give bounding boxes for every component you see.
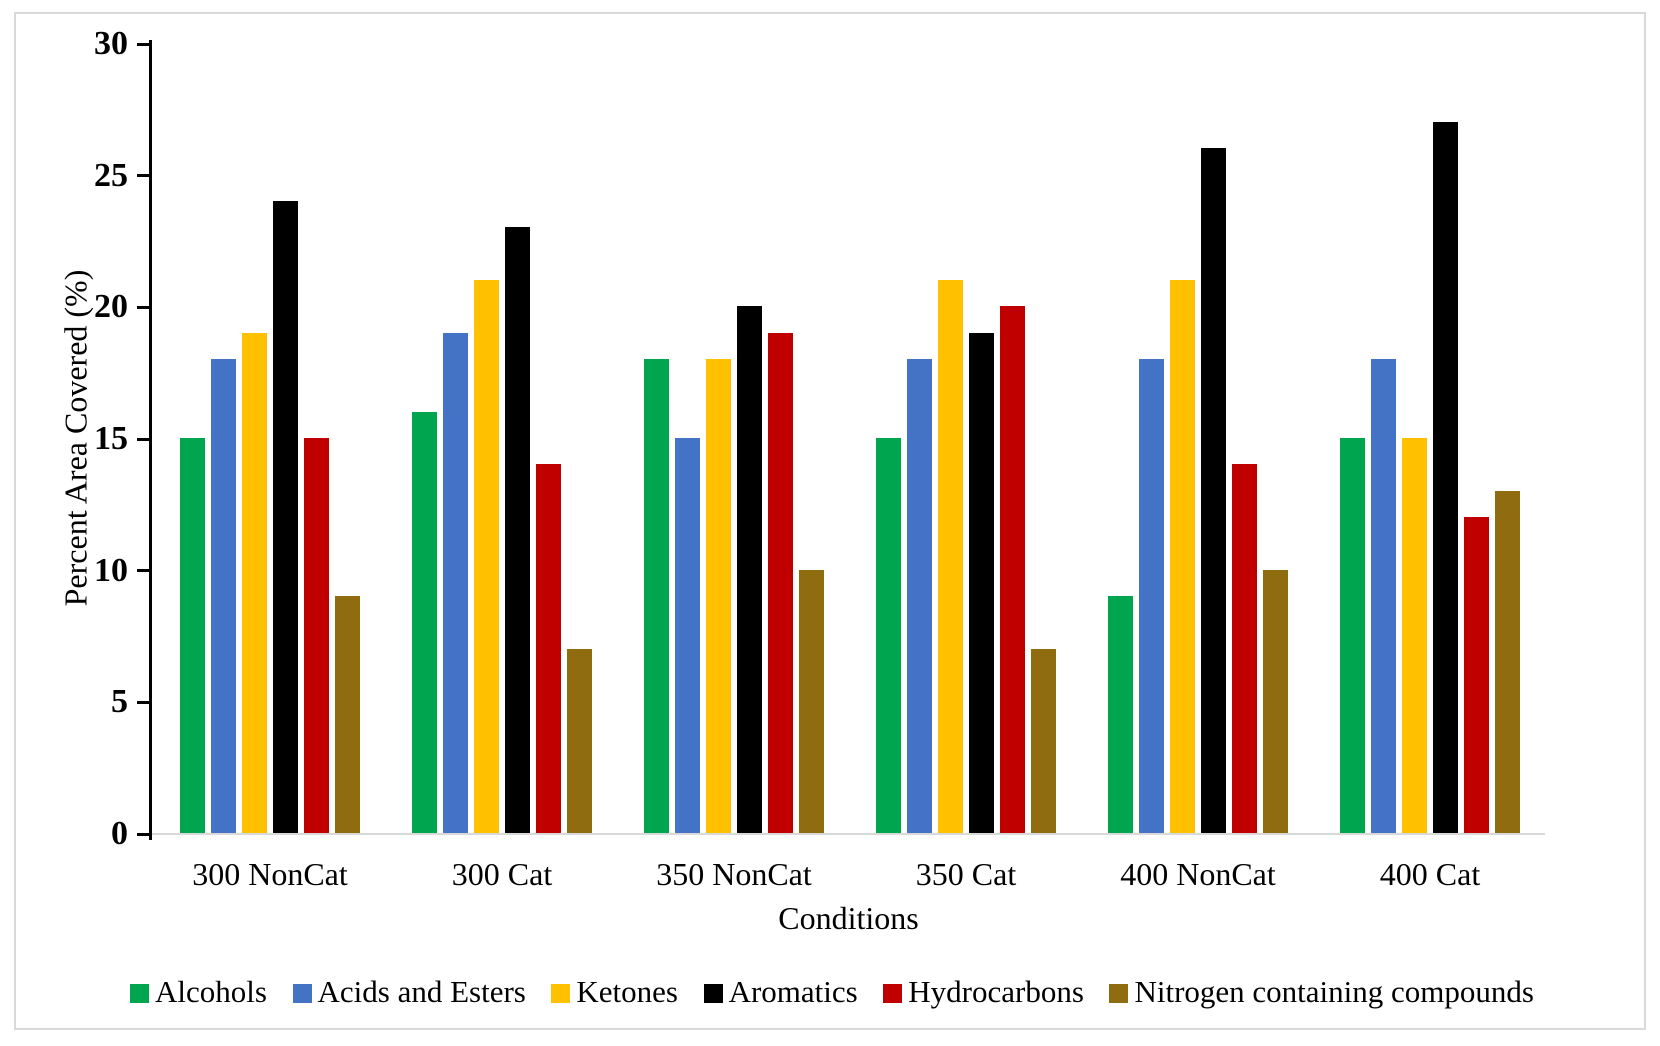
y-tick-label: 10 [94,551,128,589]
bar-acids-and-esters [907,359,932,833]
bar-group-350-noncat [644,43,824,833]
x-category-label: 400 NonCat [1120,856,1276,892]
y-tick [137,174,150,178]
legend-swatch [703,983,723,1003]
bar-nitrogen-containing-compounds [1495,490,1520,833]
legend-swatch [292,983,312,1003]
bar-ketones [938,280,963,833]
legend-item-alcohols: Alcohols [130,976,267,1011]
x-axis-line [152,833,1545,835]
bar-nitrogen-containing-compounds [567,648,592,833]
y-tick [137,437,150,441]
y-tick-label: 30 [94,25,128,62]
legend-label: Alcohols [155,973,267,1009]
y-tick [137,832,150,836]
bar-alcohols [644,359,669,833]
bar-nitrogen-containing-compounds [1263,569,1288,833]
legend-item-nitrogen-containing-compounds: Nitrogen containing compounds [1109,976,1534,1011]
bar-alcohols [412,411,437,833]
bar-acids-and-esters [443,332,468,833]
bar-aromatics [1201,148,1226,833]
bar-alcohols [1108,596,1133,833]
legend-swatch [130,983,149,1003]
legend-label: Acids and Esters [317,973,526,1009]
bar-group-400-cat [1340,43,1520,833]
legend-item-acids-and-esters: Acids and Esters [292,973,526,1011]
bar-alcohols [876,438,901,833]
bar-hydrocarbons [1464,517,1489,833]
bar-group-300-noncat [180,43,360,833]
y-tick [137,42,150,46]
legend-label: Nitrogen containing compounds [1134,973,1534,1009]
y-tick [137,305,150,309]
legend-item-ketones: Ketones [551,976,678,1011]
legend-label: Ketones [576,973,678,1009]
bar-aromatics [505,227,530,833]
y-tick [137,700,150,704]
bar-alcohols [180,438,205,833]
y-tick-label: 5 [111,683,128,721]
x-category-label: 300 NonCat [192,856,348,892]
bar-hydrocarbons [304,438,329,833]
x-category-label: 350 NonCat [656,856,812,892]
bar-ketones [242,332,267,833]
legend-label: Hydrocarbons [908,973,1084,1009]
x-category-label: 400 Cat [1379,856,1481,892]
bar-aromatics [1433,122,1458,833]
legend-item-aromatics: Aromatics [703,973,858,1011]
bar-aromatics [969,332,994,833]
bar-acids-and-esters [1371,359,1396,833]
y-tick-label: 15 [94,420,128,457]
bar-nitrogen-containing-compounds [335,596,360,833]
y-tick-label: 25 [94,156,128,194]
legend-swatch [1109,983,1129,1003]
legend-item-hydrocarbons: Hydrocarbons [883,976,1084,1011]
bar-ketones [706,359,731,833]
bar-nitrogen-containing-compounds [1031,648,1056,833]
legend-label: Aromatics [728,973,858,1009]
bar-acids-and-esters [1139,359,1164,833]
bar-alcohols [1340,438,1365,833]
bar-group-350-cat [876,43,1056,833]
bar-group-400-noncat [1108,43,1288,833]
x-category-label: 350 Cat [915,856,1017,892]
bar-ketones [1402,438,1427,833]
bar-aromatics [273,201,298,833]
bar-ketones [1170,280,1195,833]
bar-aromatics [737,306,762,833]
plot-area: 0 5 10 15 20 25 30 [94,25,1545,852]
bar-hydrocarbons [1000,306,1025,833]
x-axis-title: Conditions [778,900,919,936]
legend-swatch [883,983,903,1003]
bar-group-300-cat [412,43,592,833]
x-category-label: 300 Cat [451,856,553,892]
y-tick-label: 20 [94,288,128,326]
legend-swatch [551,983,571,1003]
y-tick-label: 0 [111,815,128,852]
legend: Alcohols Acids and Esters Ketones Aromatics… [130,970,1534,1016]
bar-acids-and-esters [211,359,236,833]
y-tick [137,569,150,573]
bar-hydrocarbons [768,332,793,833]
bar-nitrogen-containing-compounds [799,569,824,833]
bar-acids-and-esters [675,438,700,833]
bar-hydrocarbons [1232,464,1257,833]
bar-ketones [474,280,499,833]
y-axis-line [149,40,152,840]
bar-hydrocarbons [536,464,561,833]
